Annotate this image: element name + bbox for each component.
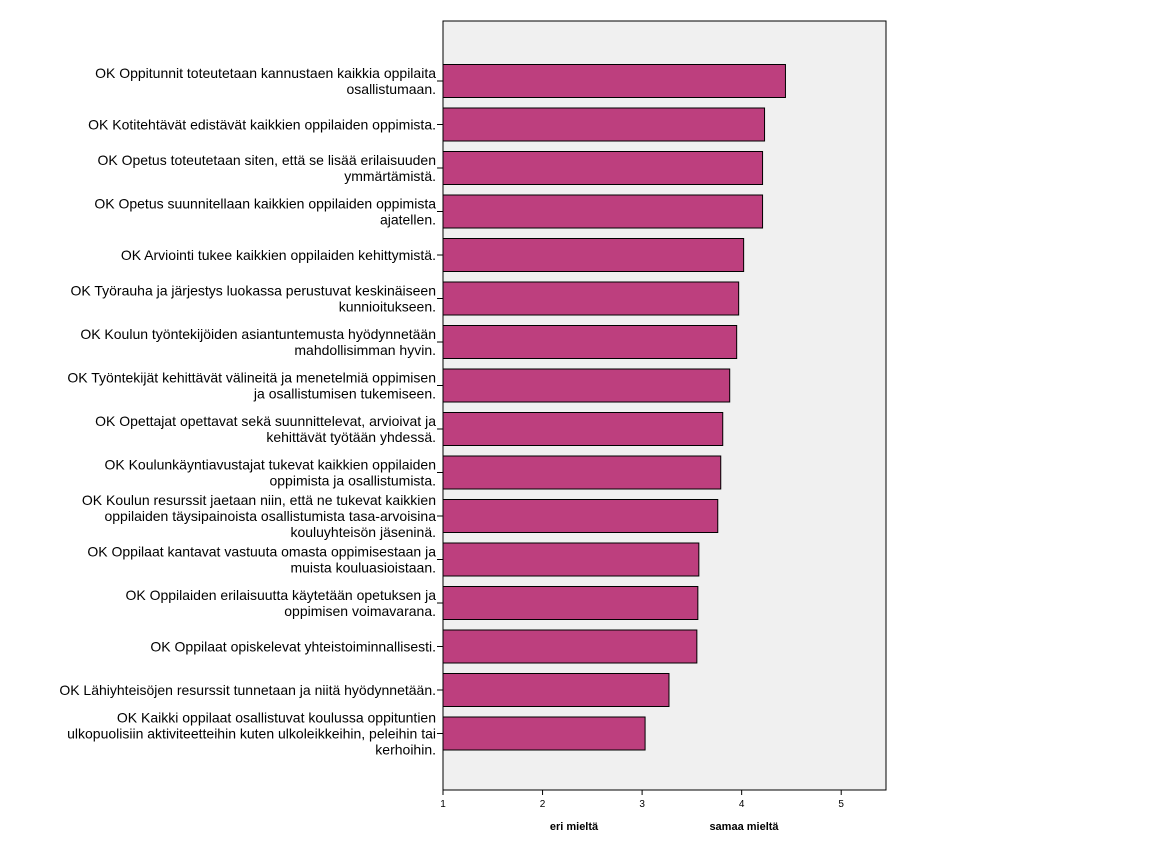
bar [442, 716, 646, 751]
category-label: ymmärtämistä. [344, 168, 436, 184]
category-label: OK Koulun resurssit jaetaan niin, että n… [82, 492, 436, 508]
bar [442, 325, 738, 359]
category-label: kouluyhteisön jäseninä. [290, 524, 436, 540]
category-label: OK Koulun työntekijöiden asiantuntemusta… [80, 326, 436, 342]
bar [442, 412, 724, 446]
bar [442, 151, 764, 185]
category-label: OK Kotitehtävät edistävät kaikkien oppil… [88, 117, 436, 133]
bar [442, 542, 700, 577]
bar [442, 238, 745, 272]
x-tick-label: 1 [440, 799, 446, 810]
bar-group [437, 64, 786, 751]
category-label: kerhoihin. [375, 742, 436, 758]
bar [442, 455, 722, 490]
category-label: OK Opetus toteutetaan siten, että se lis… [97, 152, 436, 168]
bar [442, 368, 731, 403]
category-label: OK Oppilaat kantavat vastuuta omasta opp… [87, 544, 436, 560]
category-label: ulkopuolisiin aktiviteetteihin kuten ulk… [67, 726, 436, 742]
category-label: OK Arviointi tukee kaikkien oppilaiden k… [121, 247, 436, 263]
bar [442, 586, 699, 620]
bar [442, 281, 740, 316]
axis-note-right: samaa mieltä [709, 821, 779, 833]
axis-notes: eri mieltä samaa mieltä [550, 821, 780, 833]
category-label: ja osallistumisen tukemiseen. [253, 386, 436, 402]
category-label: OK Koulunkäyntiavustajat tukevat kaikkie… [104, 457, 436, 473]
category-label: OK Oppilaat opiskelevat yhteistoiminnall… [150, 639, 436, 655]
category-label: OK Oppitunnit toteutetaan kannustaen kai… [95, 65, 436, 81]
category-label: oppimisen voimavarana. [284, 603, 436, 619]
category-label: OK Työrauha ja järjestys luokassa perust… [71, 283, 437, 299]
category-label: oppilaiden täysipainoista osallistumista… [104, 508, 436, 524]
category-label: kunnioitukseen. [339, 299, 436, 315]
x-tick-label: 5 [838, 799, 844, 810]
axis-note-left: eri mieltä [550, 821, 599, 833]
category-label: osallistumaan. [347, 81, 437, 97]
category-label: OK Työntekijät kehittävät välineitä ja m… [67, 370, 436, 386]
category-label: OK Lähiyhteisöjen resurssit tunnetaan ja… [59, 682, 436, 698]
bar [442, 194, 764, 229]
bar [442, 107, 766, 142]
category-label: kehittävät työtään yhdessä. [266, 429, 436, 445]
category-labels: OK Oppitunnit toteutetaan kannustaen kai… [59, 65, 436, 758]
x-tick-label: 2 [540, 799, 546, 810]
bar [442, 499, 719, 533]
bar [442, 64, 786, 98]
x-axis: 1 2 3 4 5 [440, 789, 886, 810]
category-label: OK Opettajat opettavat sekä suunnittelev… [95, 413, 436, 429]
bar [442, 673, 670, 707]
category-label: oppimista ja osallistumista. [269, 473, 436, 489]
x-tick-label: 4 [739, 799, 745, 810]
category-label: muista kouluasioistaan. [290, 560, 436, 576]
category-label: OK Opetus suunnitellaan kaikkien oppilai… [94, 196, 436, 212]
category-label: ajatellen. [380, 212, 436, 228]
category-label: OK Oppilaiden erilaisuutta käytetään ope… [125, 587, 436, 603]
bar [442, 629, 698, 664]
x-tick-label: 3 [639, 799, 645, 810]
category-label: OK Kaikki oppilaat osallistuvat koulussa… [117, 710, 436, 726]
category-label: mahdollisimman hyvin. [294, 342, 436, 358]
